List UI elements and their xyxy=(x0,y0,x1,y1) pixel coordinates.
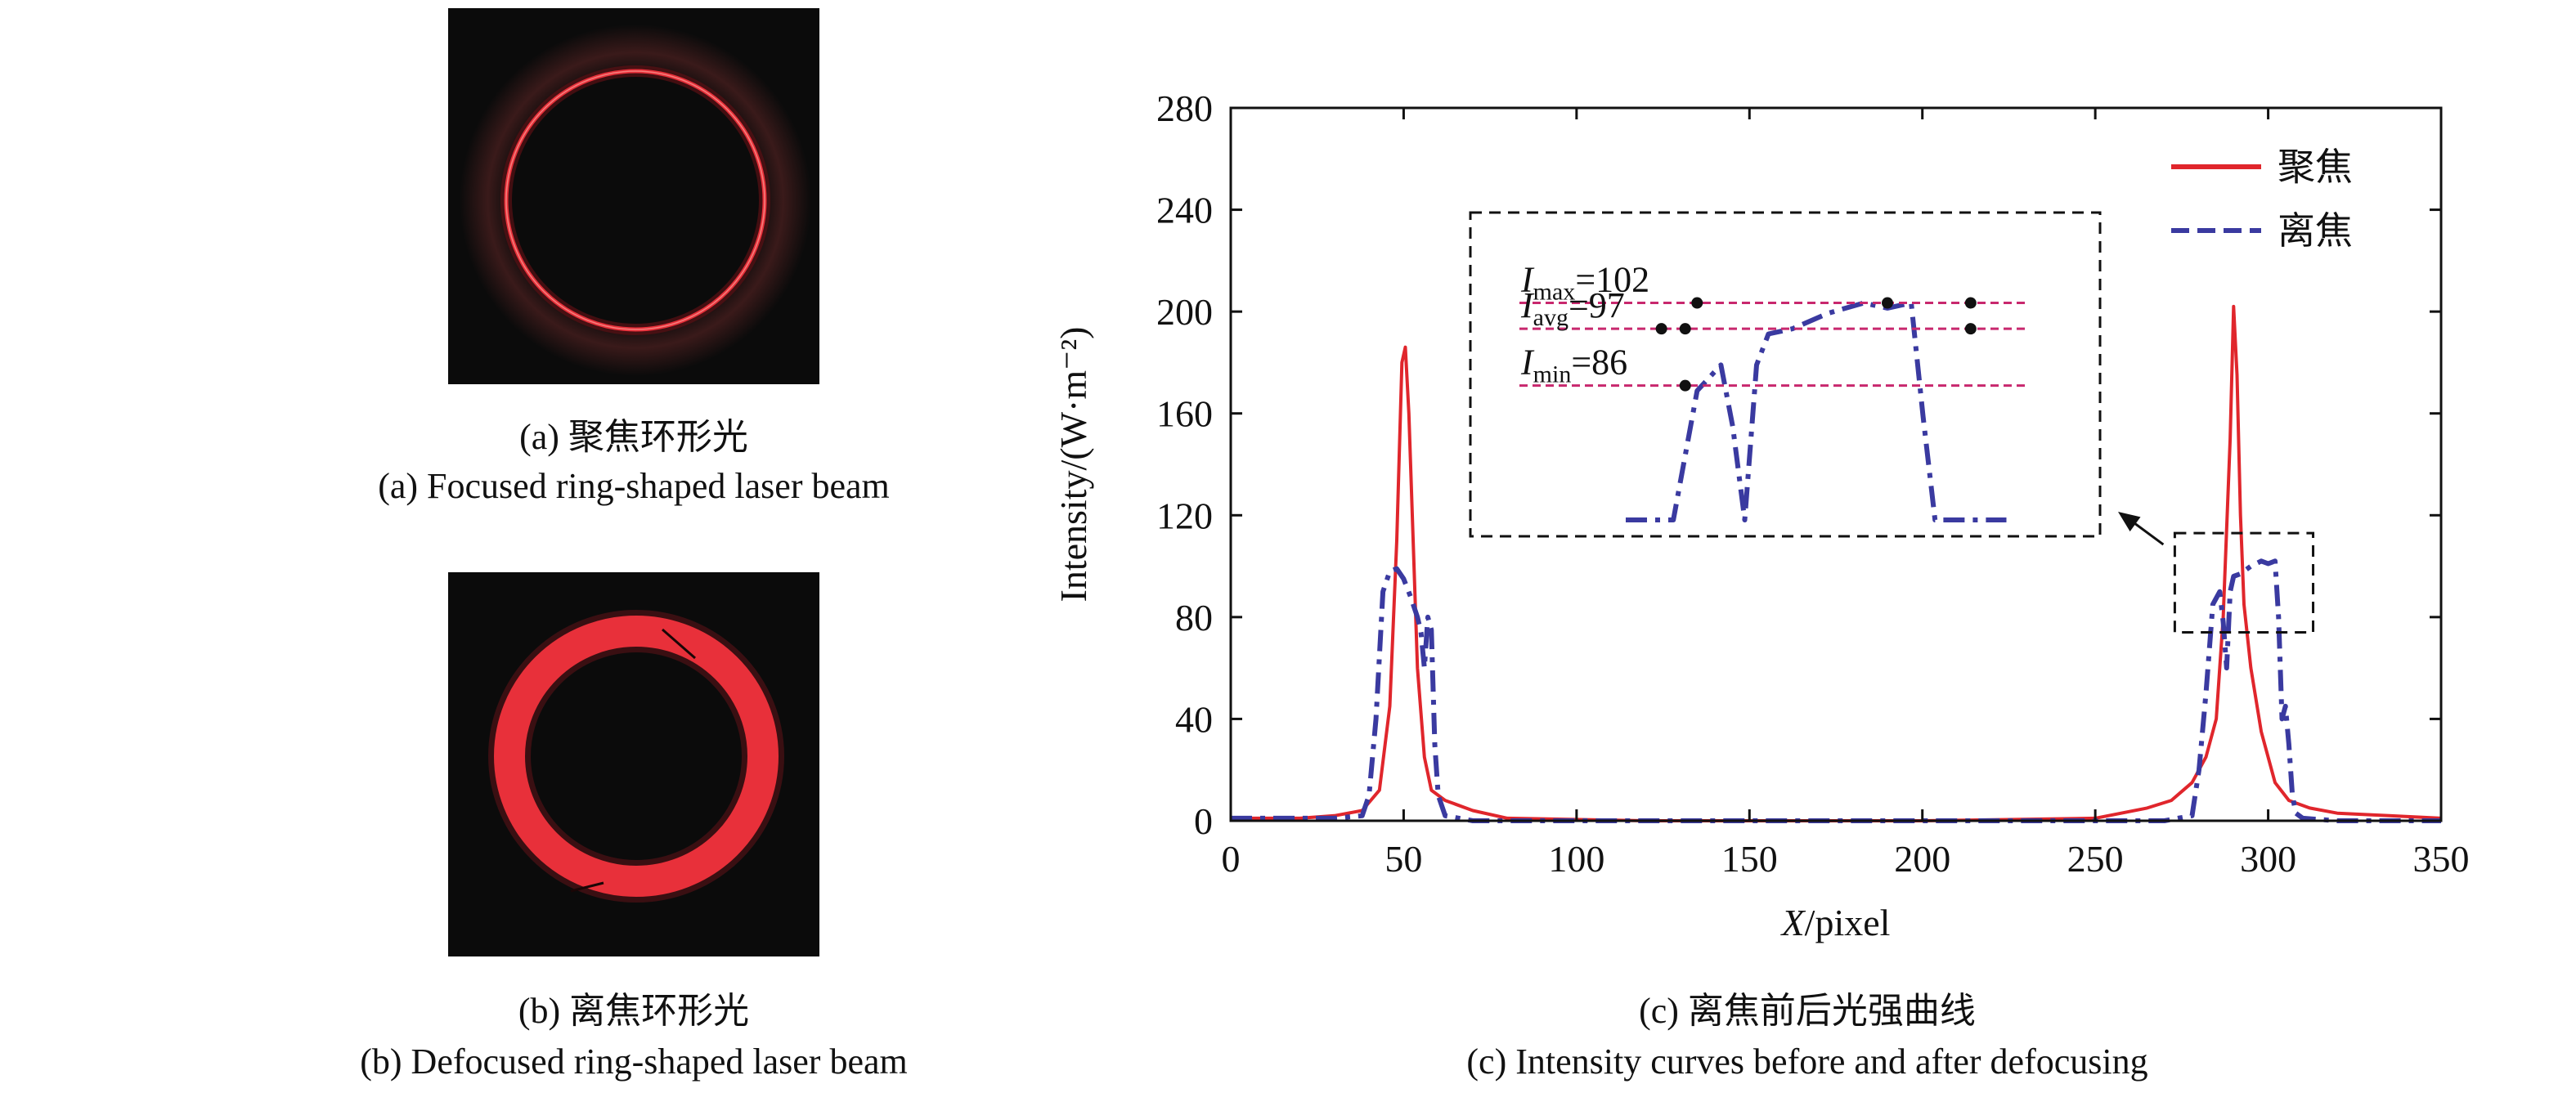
defocused-ring-image xyxy=(448,572,819,956)
inset-defocused-curve xyxy=(1626,300,2007,522)
x-tick-label: 0 xyxy=(1222,838,1241,880)
y-tick-label: 240 xyxy=(1156,190,1213,231)
focused-ring-image xyxy=(448,8,819,384)
inset-marker-dot xyxy=(1964,297,1977,309)
x-tick-label: 50 xyxy=(1384,838,1422,880)
zoom-inset: Imax=102 Iavg=97 Imin=86 xyxy=(1469,211,2102,538)
series-line-defocused xyxy=(1231,558,2441,823)
inset-marker-dot xyxy=(1964,323,1977,335)
y-axis-label: Intensity/(W·m⁻²) xyxy=(1052,327,1094,603)
imin-symbol: I xyxy=(1520,343,1535,383)
caption-c-en: (c) Intensity curves before and after de… xyxy=(1466,1042,2148,1082)
imax-subscript: max xyxy=(1533,279,1576,306)
y-tick-label: 120 xyxy=(1156,495,1213,536)
caption-c: (c) 离焦前后光强曲线 xyxy=(1227,988,2388,1035)
imax-symbol: I xyxy=(1520,260,1535,300)
ring-crack-top xyxy=(662,628,696,660)
inset-marker-dot xyxy=(1882,297,1893,309)
inset-marker-dot xyxy=(1655,323,1667,335)
intensity-chart: 0 50 100 150 200 250 300 350 0 40 80 120 160 200 240 28… xyxy=(1052,87,2470,943)
y-tick-label: 200 xyxy=(1156,291,1213,333)
x-tick-label: 100 xyxy=(1548,838,1604,880)
caption-b-en-wrap: (b) Defocused ring-shaped laser beam xyxy=(225,1038,1043,1086)
imin-label: Imin=86 xyxy=(1520,343,1627,388)
iavg-subscript: avg xyxy=(1533,304,1568,331)
imin-value: =86 xyxy=(1571,343,1627,383)
x-tick-label: 250 xyxy=(2067,838,2124,880)
inset-box xyxy=(1469,211,2102,538)
defocused-ring-graphic xyxy=(488,610,784,903)
y-tick-label: 0 xyxy=(1194,800,1213,842)
inset-curve xyxy=(1626,300,2007,522)
imax-value: =102 xyxy=(1575,260,1649,300)
caption-a-en: (a) Focused ring-shaped laser beam xyxy=(378,466,890,506)
caption-b: (b) 离焦环形光 xyxy=(448,988,819,1035)
inset-marker-dot xyxy=(1691,297,1703,309)
caption-c-en-wrap: (c) Intensity curves before and after de… xyxy=(1227,1038,2388,1086)
x-tick-label: 200 xyxy=(1894,838,1950,880)
x-axis-label-unit: /pixel xyxy=(1805,902,1891,943)
x-axis-label-italic: X xyxy=(1780,902,1806,943)
y-tick-label: 160 xyxy=(1156,393,1213,435)
y-tick-label: 280 xyxy=(1156,87,1213,129)
inset-level-lines xyxy=(1519,297,2026,392)
y-tick-label: 80 xyxy=(1175,597,1213,638)
caption-c-cn: (c) 离焦前后光强曲线 xyxy=(1639,991,1976,1031)
caption-b-en: (b) Defocused ring-shaped laser beam xyxy=(360,1042,908,1082)
legend-label-focused: 聚焦 xyxy=(2278,146,2353,188)
plot-frame xyxy=(1229,106,2443,822)
arrow-head xyxy=(2118,512,2141,532)
axes xyxy=(1229,106,2443,822)
x-tick-label: 350 xyxy=(2413,838,2470,880)
zoom-region-box xyxy=(2173,531,2315,634)
iavg-value: =97 xyxy=(1568,285,1625,325)
caption-a: (a) 聚焦环形光 xyxy=(448,414,819,461)
legend-label-defocused: 离焦 xyxy=(2278,210,2353,252)
legend: 聚焦 离焦 xyxy=(2171,146,2353,252)
caption-a-cn: (a) 聚焦环形光 xyxy=(519,417,748,457)
zoom-arrow xyxy=(2118,512,2165,546)
iavg-symbol: I xyxy=(1520,285,1535,325)
caption-a-en-wrap: (a) Focused ring-shaped laser beam xyxy=(225,463,1043,510)
x-axis-label: X/pixel xyxy=(1780,902,1891,943)
imin-subscript: min xyxy=(1533,361,1572,388)
focused-ring-graphic xyxy=(460,25,811,376)
x-tick-label: 150 xyxy=(1721,838,1778,880)
y-tick-label: 40 xyxy=(1175,698,1213,740)
plot-content xyxy=(1231,304,2442,823)
x-tick-label: 300 xyxy=(2240,838,2296,880)
inset-marker-dot xyxy=(1679,379,1691,392)
inset-marker-dot xyxy=(1679,323,1691,335)
imax-label: Imax=102 xyxy=(1520,260,1649,306)
iavg-label: Iavg=97 xyxy=(1520,285,1625,331)
caption-b-cn: (b) 离焦环形光 xyxy=(518,991,750,1031)
ticks: 0 50 100 150 200 250 300 350 0 40 80 120 160 200 240 28… xyxy=(1156,87,2470,880)
ring-crack-bottom xyxy=(570,881,604,893)
